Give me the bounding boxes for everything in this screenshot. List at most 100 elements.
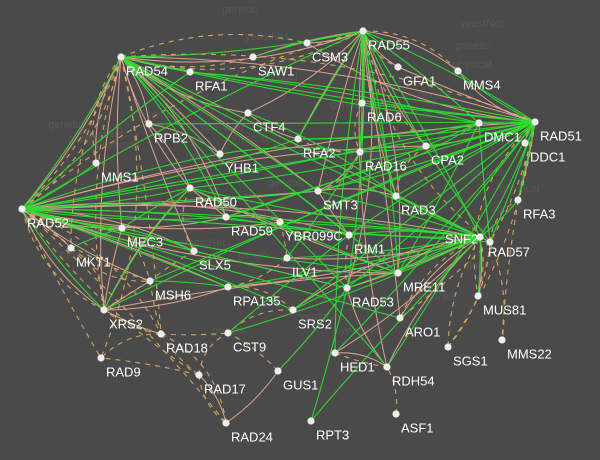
graph-edge [160, 333, 200, 376]
graph-node[interactable] [276, 218, 284, 226]
graph-node[interactable] [289, 306, 297, 314]
graph-edge [21, 153, 221, 210]
graph-edge [334, 121, 536, 354]
node-label: RAD24 [231, 429, 273, 444]
background-watermark: physical [452, 59, 492, 71]
node-label: RFA3 [523, 206, 556, 221]
graph-node[interactable] [224, 283, 232, 291]
graph-edge [160, 332, 229, 336]
node-label-layer: RAD54 CSM3 RAD55 SAW1 RFA1 GFA1 MMS4 RPB2 CTF4 RA… [27, 37, 582, 444]
graph-node[interactable] [331, 349, 339, 357]
graph-node[interactable] [454, 67, 462, 75]
graph-node[interactable] [444, 343, 452, 351]
graph-node[interactable] [486, 238, 494, 246]
graph-node[interactable] [190, 247, 198, 255]
background-watermark: physical [96, 139, 136, 151]
graph-edge [397, 121, 536, 274]
graph-edge [361, 102, 536, 123]
graph-node[interactable] [394, 63, 402, 71]
graph-edge [120, 56, 319, 192]
graph-node[interactable] [222, 419, 230, 427]
node-label: RAD53 [352, 294, 394, 309]
graph-node[interactable] [244, 109, 252, 117]
graph-node[interactable] [358, 99, 366, 107]
graph-node[interactable] [118, 224, 126, 232]
graph-edge [395, 121, 536, 197]
graph-edge [362, 30, 397, 197]
graph-node[interactable] [283, 254, 291, 262]
graph-node[interactable] [145, 120, 153, 128]
graph-node[interactable] [97, 354, 105, 362]
graph-edge [21, 190, 319, 210]
graph-node[interactable] [67, 244, 75, 252]
graph-edge [120, 33, 308, 58]
graph-node[interactable] [249, 53, 257, 61]
graph-edge [447, 241, 491, 348]
graph-node[interactable] [18, 205, 26, 213]
node-label: SAW1 [258, 63, 294, 78]
graph-node[interactable] [186, 184, 194, 192]
graph-node[interactable] [216, 150, 224, 158]
graph-node[interactable] [92, 159, 100, 167]
graph-edge [21, 208, 227, 221]
graph-edge [21, 208, 105, 311]
graph-edge [247, 30, 364, 114]
graph-node[interactable] [383, 363, 391, 371]
graph-node[interactable] [396, 314, 404, 322]
node-label: RAD9 [106, 364, 141, 379]
graph-node[interactable] [343, 284, 351, 292]
graph-edge [121, 187, 191, 229]
graph-node[interactable] [392, 410, 400, 418]
graph-edge [120, 56, 480, 124]
graph-node[interactable] [195, 371, 203, 379]
graph-node[interactable] [274, 367, 282, 375]
graph-edge [473, 121, 536, 297]
graph-node[interactable] [359, 27, 367, 35]
graph-edge [189, 187, 481, 238]
graph-edge [189, 71, 536, 123]
graph-node[interactable] [356, 148, 364, 156]
node-label: SRS2 [298, 316, 332, 331]
node-label: XRS2 [109, 316, 143, 331]
graph-node[interactable] [224, 329, 232, 337]
graph-node[interactable] [314, 187, 322, 195]
graph-node[interactable] [186, 68, 194, 76]
graph-node[interactable] [498, 336, 506, 344]
graph-node[interactable] [222, 213, 230, 221]
graph-edge [120, 56, 195, 252]
graph-edge [120, 56, 348, 289]
node-label: RAD50 [195, 194, 237, 209]
graph-node[interactable] [521, 139, 529, 147]
graph-node[interactable] [345, 231, 353, 239]
graph-edge [397, 66, 536, 123]
node-layer[interactable] [18, 27, 539, 427]
background-watermark: yeastNet [388, 109, 431, 121]
graph-node[interactable] [422, 142, 430, 150]
graph-node[interactable] [100, 306, 108, 314]
graph-node[interactable] [394, 269, 402, 277]
node-label: HED1 [340, 359, 375, 374]
graph-node[interactable] [514, 196, 522, 204]
graph-node[interactable] [303, 39, 311, 47]
graph-node[interactable] [117, 53, 125, 61]
graph-edge [219, 147, 361, 155]
graph-edge [21, 208, 151, 282]
graph-node[interactable] [474, 292, 482, 300]
graph-edge [310, 287, 348, 422]
graph-node[interactable] [475, 119, 483, 127]
graph-node[interactable] [531, 118, 539, 126]
graph-node[interactable] [146, 277, 154, 285]
graph-node[interactable] [307, 417, 315, 425]
graph-node[interactable] [294, 135, 302, 143]
background-watermark: yeastNet [412, 291, 455, 303]
graph-edge [21, 190, 319, 210]
graph-node[interactable] [157, 330, 165, 338]
node-label: DDC1 [530, 149, 565, 164]
graph-edge [21, 208, 151, 282]
graph-node[interactable] [476, 233, 484, 241]
graph-edge [395, 195, 481, 238]
graph-node[interactable] [392, 192, 400, 200]
node-label: RAD55 [368, 37, 410, 52]
